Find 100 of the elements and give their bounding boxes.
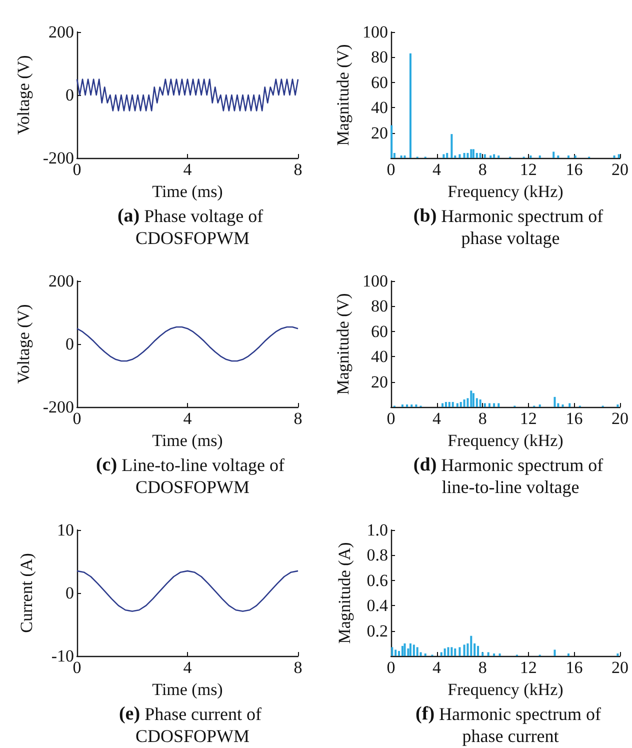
y-axis-title: Magnitude (V)	[334, 44, 353, 146]
bar	[390, 125, 393, 158]
bar	[470, 390, 472, 407]
x-tick-label: 4	[183, 160, 192, 179]
bar	[454, 648, 456, 656]
text: (e) Phase current of CDOSFOPWM	[118, 704, 266, 746]
bar	[488, 403, 490, 407]
bar	[463, 152, 466, 158]
y-tick-label: 0	[66, 334, 74, 354]
bar	[479, 152, 482, 158]
bar	[562, 404, 564, 407]
y-axis-title: Voltage (V)	[14, 304, 33, 384]
x-axis-title: Time (ms)	[152, 182, 223, 201]
bar	[404, 643, 406, 656]
bar	[401, 404, 404, 407]
text: (a) Phase voltage of CDOSFOPWM	[117, 206, 268, 248]
x-axis-title: Frequency (kHz)	[448, 680, 564, 699]
x-tick-label: 12	[520, 658, 537, 677]
bar	[472, 149, 474, 158]
bar	[477, 646, 480, 656]
y-tick-label: 40	[371, 98, 388, 118]
bar	[394, 650, 397, 656]
y-axis-title: Magnitude (A)	[335, 542, 354, 644]
y-tick-label: 80	[371, 296, 388, 316]
y-tick-label: 60	[371, 322, 388, 341]
bar	[487, 652, 490, 656]
bar	[444, 402, 447, 407]
x-tick-label: 8	[478, 409, 487, 428]
bar	[490, 155, 492, 158]
bar	[446, 152, 448, 158]
y-tick-label: 0.8	[366, 546, 388, 565]
x-tick-label: 8	[478, 658, 487, 677]
text: (f) Harmonic spectrum of phase current	[416, 704, 606, 746]
text: (c) Line-to-line voltage of CDOSFOPWM	[96, 454, 290, 497]
bar	[450, 647, 453, 656]
y-tick-label: 0	[66, 86, 74, 104]
bar	[470, 149, 472, 158]
y-axis-title: Magnitude (V)	[334, 293, 353, 395]
x-axis-title: Time (ms)	[152, 430, 223, 450]
x-axis-title: Frequency (kHz)	[448, 430, 564, 450]
bar	[552, 152, 555, 158]
bar	[493, 403, 496, 407]
x-tick-label: 4	[432, 658, 442, 677]
bar	[498, 403, 500, 407]
bar	[476, 152, 478, 158]
x-axis-title: Frequency (kHz)	[448, 182, 564, 201]
x-tick-label: 20	[612, 409, 628, 428]
bar	[463, 399, 466, 407]
line-series	[76, 570, 299, 612]
x-tick-label: 4	[183, 409, 192, 428]
y-tick-label: 0.2	[366, 621, 388, 640]
bar	[498, 653, 501, 656]
x-tick-label: 12	[520, 160, 537, 179]
bar	[404, 155, 406, 158]
bar	[409, 53, 412, 158]
y-axis-title: Voltage (V)	[14, 55, 33, 135]
y-tick-label: 200	[48, 22, 74, 42]
bar	[412, 644, 415, 656]
x-tick-label: 20	[612, 160, 628, 179]
bar	[538, 155, 541, 158]
bar	[458, 154, 461, 158]
x-axis-title: Time (ms)	[152, 680, 223, 699]
bar	[484, 154, 486, 158]
y-tick-label: 0.6	[366, 570, 388, 590]
bar	[613, 155, 616, 158]
text: (d) Harmonic spectrum of line-to-line voltage	[413, 454, 608, 497]
y-axis-title: Current (A)	[17, 553, 36, 633]
x-tick-label: 16	[566, 409, 583, 428]
x-tick-label: 12	[520, 409, 537, 428]
y-tick-label: 200	[48, 272, 74, 290]
x-tick-label: 4	[183, 658, 192, 677]
bar	[447, 647, 450, 656]
bar	[554, 650, 556, 656]
x-tick-label: 8	[294, 160, 302, 179]
bar	[400, 155, 402, 158]
y-tick-label: 1.0	[366, 520, 388, 540]
line-series	[76, 326, 299, 362]
x-tick-label: 16	[566, 658, 583, 677]
x-tick-label: 4	[432, 409, 442, 428]
bar	[493, 154, 496, 158]
y-tick-label: 100	[362, 272, 388, 290]
y-tick-label: -200	[42, 398, 74, 416]
bar	[416, 647, 418, 656]
x-tick-label: 16	[566, 160, 583, 179]
bar	[498, 155, 500, 158]
y-tick-label: 60	[371, 72, 388, 92]
y-tick-label: 0	[66, 584, 74, 602]
bar	[530, 155, 532, 158]
x-tick-label: 8	[294, 409, 302, 428]
bar	[409, 643, 412, 656]
x-tick-label: 20	[612, 658, 628, 677]
bar	[442, 154, 445, 158]
bar	[448, 402, 450, 407]
bar	[568, 403, 571, 407]
x-tick-label: 8	[294, 658, 302, 677]
bar	[567, 155, 570, 158]
text: (b) Harmonic spectrum of phase voltage	[413, 206, 608, 248]
y-tick-label: -10	[51, 646, 74, 666]
bar	[460, 402, 462, 407]
bar	[484, 403, 486, 407]
